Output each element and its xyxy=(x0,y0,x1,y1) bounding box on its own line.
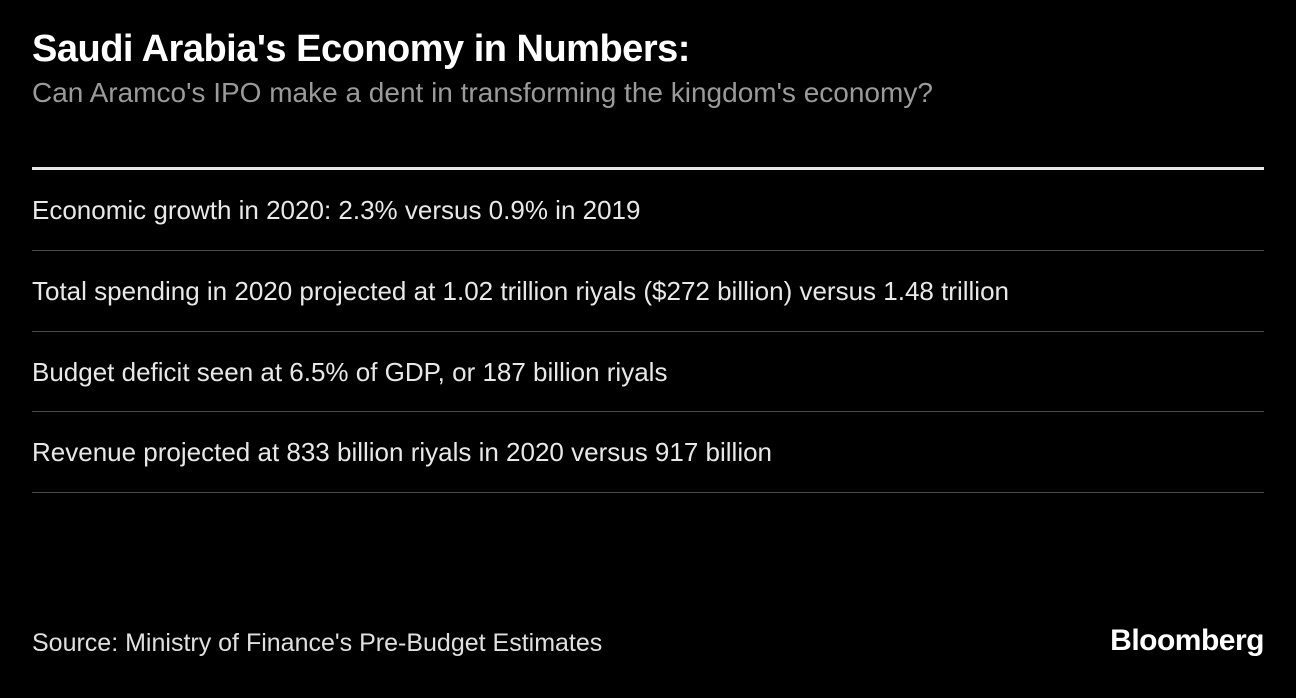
data-row-text: Economic growth in 2020: 2.3% versus 0.9… xyxy=(32,194,1264,228)
source-text: Source: Ministry of Finance's Pre-Budget… xyxy=(32,629,602,658)
data-row: Economic growth in 2020: 2.3% versus 0.9… xyxy=(32,170,1264,251)
data-row: Budget deficit seen at 6.5% of GDP, or 1… xyxy=(32,332,1264,413)
data-row-text: Budget deficit seen at 6.5% of GDP, or 1… xyxy=(32,356,1264,390)
data-row-text: Total spending in 2020 projected at 1.02… xyxy=(32,275,1264,309)
brand-logo: Bloomberg xyxy=(1110,624,1264,658)
data-row-text: Revenue projected at 833 billion riyals … xyxy=(32,436,1264,470)
footer: Source: Ministry of Finance's Pre-Budget… xyxy=(32,624,1264,658)
data-row: Revenue projected at 833 billion riyals … xyxy=(32,412,1264,493)
data-row: Total spending in 2020 projected at 1.02… xyxy=(32,251,1264,332)
page-title: Saudi Arabia's Economy in Numbers: xyxy=(32,28,1264,71)
page-subtitle: Can Aramco's IPO make a dent in transfor… xyxy=(32,77,1264,109)
